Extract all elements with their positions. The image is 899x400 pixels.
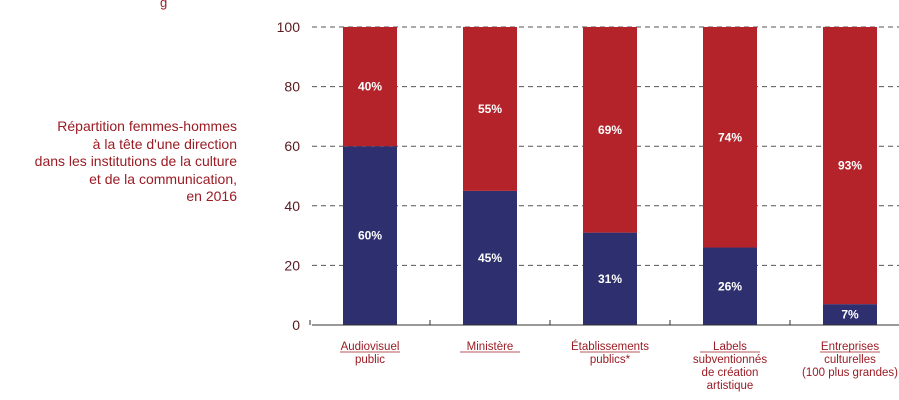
- category-label-line: subventionnés: [693, 354, 767, 366]
- value-label-women: 26%: [718, 279, 742, 293]
- bar-segment-men: [583, 27, 637, 233]
- value-label-women: 7%: [841, 308, 859, 322]
- bar-segment-men: [343, 27, 397, 147]
- y-tick-label: 40: [284, 198, 300, 214]
- bar-segment-men: [703, 27, 757, 248]
- grid-layer: [312, 26, 899, 266]
- category-label-line: de création: [702, 367, 759, 379]
- value-label-men: 69%: [598, 123, 622, 137]
- bar-segment-men: [823, 27, 877, 305]
- category-label: Ministère: [467, 341, 514, 353]
- category-label-line: Ministère: [467, 341, 514, 353]
- x-axis: [309, 320, 899, 326]
- chart-title-line: et de la communication,: [89, 170, 237, 187]
- bar-segment-women: [463, 190, 517, 325]
- category-label-line: Audiovisuel: [341, 341, 400, 353]
- category-label-line: public: [355, 354, 385, 366]
- y-tick-label: 100: [277, 19, 301, 35]
- category-label-line: Labels: [713, 341, 747, 353]
- bar-segment-women: [343, 146, 397, 325]
- category-label-line: Établissements: [571, 340, 649, 353]
- chart-title-line: à la tête d'une direction: [92, 135, 237, 152]
- bar-segment-men: [463, 27, 517, 191]
- value-label-men: 55%: [478, 102, 502, 116]
- value-labels-layer: 60% 40% 45% 55% 31% 69% 26% 74% 7% 93%: [358, 80, 862, 322]
- category-label: Audiovisuel public: [341, 341, 400, 366]
- chart-title-line: dans les institutions de la culture: [34, 153, 237, 169]
- category-label: Établissements publics*: [571, 340, 649, 366]
- category-label-line: culturelles: [824, 354, 876, 366]
- category-label-line: publics*: [590, 354, 631, 366]
- category-label: Entreprises culturelles (100 plus grandes): [802, 341, 898, 379]
- bar-segment-women: [823, 304, 877, 325]
- y-tick-label: 0: [292, 317, 300, 333]
- category-label-line: artistique: [707, 380, 754, 392]
- y-tick-label: 60: [284, 138, 300, 154]
- chart-title-line: Répartition femmes-hommes: [57, 118, 237, 134]
- value-label-women: 60%: [358, 229, 382, 243]
- bar-segment-women: [703, 247, 757, 325]
- value-label-men: 74%: [718, 130, 742, 144]
- chart-title: Répartition femmes-hommes à la tête d'un…: [0, 118, 237, 206]
- y-tick-label: 80: [284, 79, 300, 95]
- value-label-men: 93%: [838, 159, 862, 173]
- y-tick-label: 20: [284, 257, 300, 273]
- value-label-men: 40%: [358, 80, 382, 94]
- category-label-line: (100 plus grandes): [802, 367, 898, 379]
- category-labels-layer: Audiovisuel public Ministère Établissements…: [340, 340, 898, 392]
- y-axis: 0 20 40 60 80 100: [277, 19, 301, 333]
- bar-segment-women: [583, 232, 637, 325]
- value-label-women: 45%: [478, 251, 502, 265]
- category-label-line: Entreprises: [821, 341, 879, 353]
- chart-title-line: en 2016: [186, 188, 237, 204]
- category-label: Labels subventionnés de création artistique: [693, 341, 767, 392]
- bars-layer: [343, 27, 877, 325]
- top-caption: g: [160, 0, 168, 10]
- value-label-women: 31%: [598, 272, 622, 286]
